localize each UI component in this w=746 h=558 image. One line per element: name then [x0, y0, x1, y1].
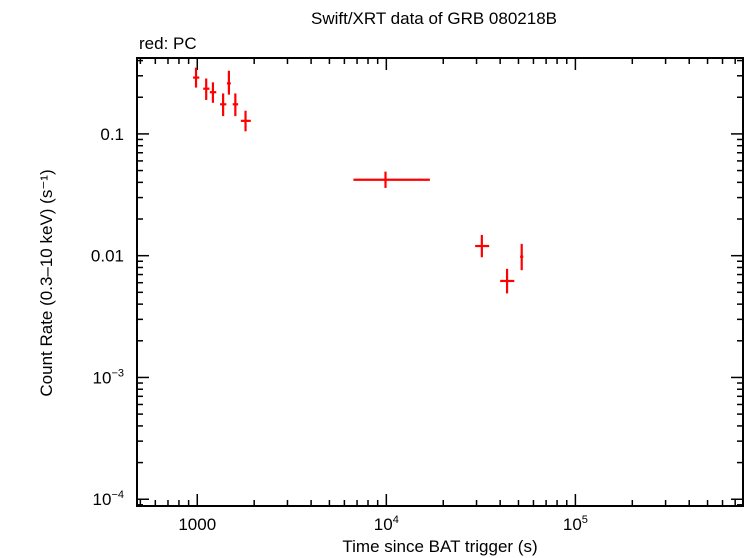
x-axis-label: Time since BAT trigger (s): [342, 537, 537, 556]
y-tick-label: 10−4: [93, 489, 124, 509]
data-point: [232, 93, 239, 117]
data-point: [500, 268, 515, 294]
y-axis-label: Count Rate (0.3–10 keV) (s⁻¹): [37, 169, 56, 396]
data-point: [475, 234, 490, 258]
x-tick-label: 105: [563, 514, 588, 534]
data-point: [353, 171, 430, 188]
chart-title: Swift/XRT data of GRB 080218B: [311, 9, 557, 28]
y-tick-label: 0.1: [100, 125, 124, 144]
data-marks: [193, 67, 524, 294]
series-note: red: PC: [139, 34, 197, 53]
data-point: [226, 70, 231, 95]
axis-tick-labels: 1000 104 105 0.1 0.01 10−3 10−4: [91, 125, 588, 534]
data-point: [209, 82, 217, 103]
y-tick-label: 10−3: [93, 367, 124, 387]
data-point: [520, 243, 524, 271]
data-point: [220, 93, 227, 117]
plot-frame: [136, 57, 744, 507]
x-tick-label: 1000: [178, 515, 216, 534]
data-point: [203, 78, 210, 100]
axis-ticks: [137, 58, 743, 506]
data-point: [240, 110, 251, 132]
y-tick-label: 0.01: [91, 247, 124, 266]
data-point: [193, 67, 200, 88]
x-tick-label: 104: [374, 514, 399, 534]
